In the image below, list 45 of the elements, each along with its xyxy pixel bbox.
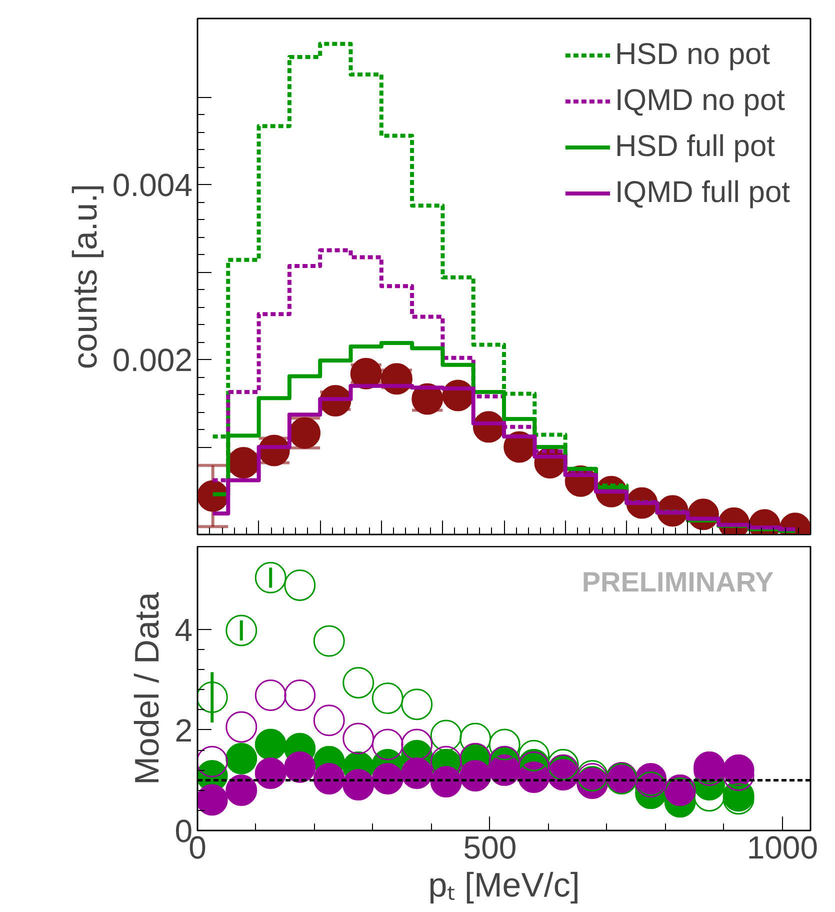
annotation: PRELIMINARY [582, 566, 774, 598]
point [518, 740, 550, 772]
point [198, 746, 228, 778]
point [226, 614, 258, 646]
point [284, 680, 316, 712]
point [226, 774, 258, 806]
point [412, 383, 444, 415]
point [342, 667, 374, 698]
point [226, 742, 258, 774]
point [372, 763, 404, 794]
point [254, 757, 286, 789]
point [313, 625, 345, 657]
point [350, 358, 382, 390]
point [284, 569, 316, 601]
point [313, 704, 345, 736]
legend-label: HSD no pot [614, 38, 770, 72]
point [430, 720, 462, 752]
x-tick-label: 500 [463, 830, 517, 866]
y-tick-label: 4 [174, 612, 192, 648]
point [372, 682, 404, 714]
legend-label: IQMD no pot [614, 84, 786, 118]
point [372, 728, 404, 760]
point [284, 751, 316, 783]
point [694, 780, 726, 812]
legend-label: HSD full pot [614, 130, 776, 164]
point [313, 763, 345, 794]
y-axis-title: counts [a.u.] [66, 184, 104, 370]
x-tick-label: 1000 [746, 830, 818, 866]
point [198, 682, 228, 714]
point [254, 680, 286, 712]
point [254, 562, 286, 594]
point [342, 722, 374, 754]
legend-label: IQMD full pot [614, 176, 790, 210]
point [401, 757, 433, 789]
point [198, 784, 228, 816]
y-tick-label: 2 [174, 712, 192, 748]
y-tick-label: 0.004 [112, 167, 192, 204]
y-tick-label: 0.002 [112, 342, 192, 378]
point [401, 688, 433, 720]
point [342, 769, 374, 800]
point [401, 728, 433, 760]
y-axis-title: Model / Data [128, 592, 167, 785]
point [254, 728, 286, 760]
point [226, 711, 258, 743]
x-axis-title: pₜ [MeV/c] [428, 866, 580, 904]
